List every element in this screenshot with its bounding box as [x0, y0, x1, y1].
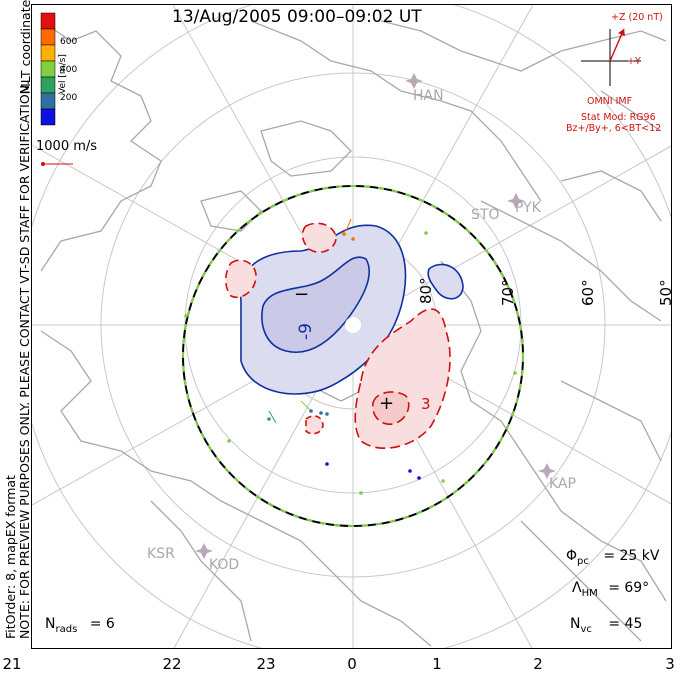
station-markers — [195, 73, 556, 559]
model-line-2: Bz+/By+, 6<BT<12 — [566, 123, 662, 134]
imf-clock — [581, 28, 641, 86]
hm-boundary — [182, 185, 524, 527]
station-pyk: PYK — [515, 200, 541, 216]
station-kod: KOD — [209, 557, 240, 573]
velocity-reference-label: 1000 m/s — [36, 139, 98, 154]
latitude-label-80: 80° — [417, 277, 435, 304]
map-canvas — [32, 5, 671, 648]
imf-source: OMNI IMF — [587, 96, 633, 107]
vector-count: Nvc = 45 — [570, 616, 643, 635]
hm-boundary-latitude: ΛHM = 69° — [572, 580, 650, 599]
imf-z-label: +Z (20 nT) — [611, 12, 663, 23]
mlt-tick-22: 22 — [162, 655, 182, 673]
station-ksr: KSR — [147, 546, 175, 562]
mlt-tick-21: 21 — [2, 655, 22, 673]
radar-count: Nrads = 6 — [45, 616, 115, 635]
convection-map-panel — [31, 4, 672, 649]
mlt-tick-23: 23 — [256, 655, 276, 673]
mlt-tick-0: 0 — [347, 655, 357, 673]
mlt-tick-3: 3 — [665, 655, 675, 673]
coords-note: MLT coordinates — [18, 0, 33, 94]
mlt-tick-1: 1 — [432, 655, 442, 673]
imf-y-label: +Y — [627, 56, 641, 67]
latitude-label-70: 70° — [499, 279, 517, 306]
cross-polar-potential: Φpc = 25 kV — [566, 548, 660, 567]
dawn-cell-positive — [224, 222, 451, 449]
map-title: 13/Aug/2005 09:00–09:02 UT — [172, 7, 422, 27]
velocity-vectors — [184, 218, 517, 495]
colorbar-tick-400: 400 — [60, 65, 78, 75]
preview-note: NOTE: FOR PREVIEW PURPOSES ONLY. PLEASE … — [17, 81, 32, 639]
contour-label-negative: -9 — [296, 323, 316, 340]
station-han: HAN — [413, 88, 444, 104]
potential-max-marker: + — [379, 393, 395, 414]
fit-order-note: FitOrder: 8, mapEX format — [3, 475, 18, 639]
colorbar-tick-600: 600 — [60, 37, 78, 47]
velocity-reference-vector — [41, 162, 73, 166]
colorbar-tick-200: 200 — [60, 93, 78, 103]
latitude-label-60: 60° — [579, 279, 597, 306]
latitude-label-50: 50° — [657, 279, 675, 306]
mlt-tick-2: 2 — [533, 655, 543, 673]
contour-label-positive: 3 — [421, 395, 431, 413]
pole-marker — [345, 317, 361, 333]
station-sto: STO — [471, 207, 500, 223]
dusk-cell-negative — [239, 224, 464, 395]
station-kap: KAP — [549, 476, 576, 492]
velocity-colorbar — [40, 12, 56, 126]
potential-min-marker: − — [294, 284, 310, 305]
model-line-1: Stat Mod: RG96 — [581, 112, 656, 123]
